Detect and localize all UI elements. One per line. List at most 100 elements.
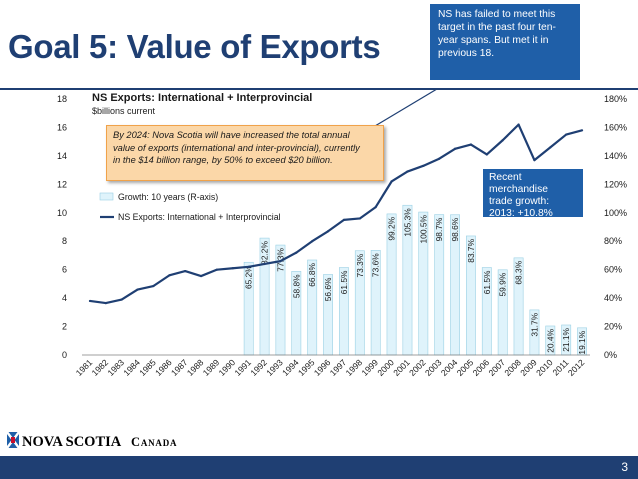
bar-data-label: 73.6% xyxy=(371,253,381,277)
exports-point xyxy=(517,123,520,126)
right-axis-tick-label: 20% xyxy=(604,322,622,332)
exports-point xyxy=(469,143,473,146)
exports-point xyxy=(168,274,171,277)
callout-pointer xyxy=(364,90,437,133)
bar-data-label: 98.7% xyxy=(434,217,444,241)
exports-point xyxy=(247,265,250,268)
growth-line: trade growth: xyxy=(489,196,550,207)
x-axis-tick-label: 2005 xyxy=(455,357,476,378)
x-axis-tick-label: 1992 xyxy=(248,357,269,378)
growth-line: Recent merchandise xyxy=(489,172,548,195)
growth-line: 2013: +10.8% xyxy=(489,208,553,219)
exports-point xyxy=(565,133,568,136)
exports-point xyxy=(485,153,488,156)
left-axis-tick-label: 14 xyxy=(57,151,67,161)
left-axis-tick-label: 8 xyxy=(62,236,67,246)
x-axis-tick-label: 1997 xyxy=(328,357,349,378)
bar-data-label: 21.1% xyxy=(561,327,571,351)
header-rule xyxy=(0,88,638,90)
bar-data-label: 61.5% xyxy=(339,270,349,294)
exports-point xyxy=(120,298,123,301)
bar-data-label: 98.6% xyxy=(450,217,460,241)
right-axis-tick-label: 140% xyxy=(604,151,627,161)
exports-point xyxy=(279,260,282,263)
bar-data-label: 58.8% xyxy=(291,274,301,298)
exports-point xyxy=(184,269,187,273)
x-axis-tick-label: 1994 xyxy=(280,357,301,378)
exports-point xyxy=(374,205,377,209)
exports-point xyxy=(533,159,536,162)
x-axis-tick-label: 1983 xyxy=(106,357,127,378)
x-axis-tick-label: 1981 xyxy=(74,357,95,378)
logo-country: Canada xyxy=(131,435,177,449)
callout-line: previous 18. xyxy=(438,48,495,59)
bar-data-label: 82.2% xyxy=(260,241,270,265)
x-axis-tick-label: 1987 xyxy=(169,357,190,378)
x-axis-tick-label: 2012 xyxy=(566,357,587,378)
goal-line: value of exports (international and inte… xyxy=(113,142,360,153)
chart-title: NS Exports: International + Interprovinc… xyxy=(92,92,313,104)
x-axis-tick-label: 2003 xyxy=(423,357,444,378)
page-number: 3 xyxy=(621,460,628,474)
left-axis-tick-label: 0 xyxy=(62,350,67,360)
left-axis-tick-label: 4 xyxy=(62,293,67,303)
callout-line: NS has failed to meet this xyxy=(438,9,556,20)
right-axis-tick-label: 80% xyxy=(604,236,622,246)
bar-data-label: 19.1% xyxy=(577,330,587,354)
x-axis-tick-label: 1995 xyxy=(296,357,317,378)
callout-line: year spans. But met it in xyxy=(438,35,549,46)
chart-subtitle: $billions current xyxy=(92,106,156,116)
left-axis-tick-label: 2 xyxy=(62,322,67,332)
exports-point xyxy=(422,164,425,167)
right-axis-tick-label: 100% xyxy=(604,208,627,218)
left-axis-tick-label: 6 xyxy=(62,265,67,275)
bar-data-label: 61.5% xyxy=(482,270,492,294)
bar-data-label: 66.8% xyxy=(307,262,317,286)
left-axis-tick-label: 16 xyxy=(57,122,67,132)
x-axis-tick-label: 1999 xyxy=(360,357,381,378)
x-axis-tick-label: 1998 xyxy=(344,357,365,378)
x-axis-tick-label: 1984 xyxy=(121,357,142,378)
goal-statement-box: By 2024: Nova Scotia will have increased… xyxy=(106,125,384,181)
right-axis-tick-label: 0% xyxy=(604,350,617,360)
trade-growth-box: Recent merchandise trade growth: 2013: +… xyxy=(483,169,583,231)
exports-chart: 65.2% 82.2% 77.3% 58.8% 66.8% 56.6% 61.5% 73.3%… xyxy=(57,90,627,378)
bar-data-label: 73.3% xyxy=(355,253,365,277)
exports-point xyxy=(501,139,504,142)
legend-swatch-growth xyxy=(99,192,114,201)
left-axis-tick-label: 18 xyxy=(57,94,67,104)
legend-label-growth: Growth: 10 years (R-axis) xyxy=(118,192,218,202)
bar-data-label: 56.6% xyxy=(323,277,333,301)
exports-point xyxy=(358,217,361,220)
right-axis-tick-label: 120% xyxy=(604,179,627,189)
callout-line: target in the past four ten- xyxy=(438,22,556,33)
exports-point xyxy=(549,146,552,149)
exports-point xyxy=(136,288,139,291)
bar-data-label: 77.3% xyxy=(275,248,285,272)
legend-label-exports: NS Exports: International + Interprovinc… xyxy=(118,212,281,222)
exports-point xyxy=(390,180,393,183)
bar-data-label: 99.2% xyxy=(387,216,397,240)
bar-data-label: 100.5% xyxy=(418,215,428,244)
x-axis-tick-label: 2004 xyxy=(439,357,460,378)
x-axis-tick-label: 1985 xyxy=(137,357,158,378)
left-axis-tick-label: 10 xyxy=(57,208,67,218)
exports-point xyxy=(231,267,234,270)
logo-name: NOVA SCOTIA xyxy=(22,434,122,450)
bar-data-label: 59.9% xyxy=(498,272,508,296)
right-axis-tick-label: 160% xyxy=(604,122,627,132)
exports-point xyxy=(406,170,409,173)
x-axis-tick-label: 1996 xyxy=(312,357,333,378)
exports-point xyxy=(104,301,107,305)
growth-line: 2014: +41.1% YTD xyxy=(489,220,577,231)
bar-data-label: 20.4% xyxy=(545,328,555,352)
exports-point xyxy=(438,157,441,160)
right-axis-tick-label: 60% xyxy=(604,265,622,275)
x-axis-tick-label: 1989 xyxy=(201,357,222,378)
exports-point xyxy=(215,268,219,271)
goal-line: in the $14 billion range, by 50% to exce… xyxy=(113,155,333,165)
x-axis-tick-label: 2006 xyxy=(471,357,492,378)
x-axis-tick-label: 1988 xyxy=(185,357,206,378)
x-axis-tick-label: 2011 xyxy=(550,357,570,377)
x-axis-tick-label: 2010 xyxy=(534,357,555,378)
